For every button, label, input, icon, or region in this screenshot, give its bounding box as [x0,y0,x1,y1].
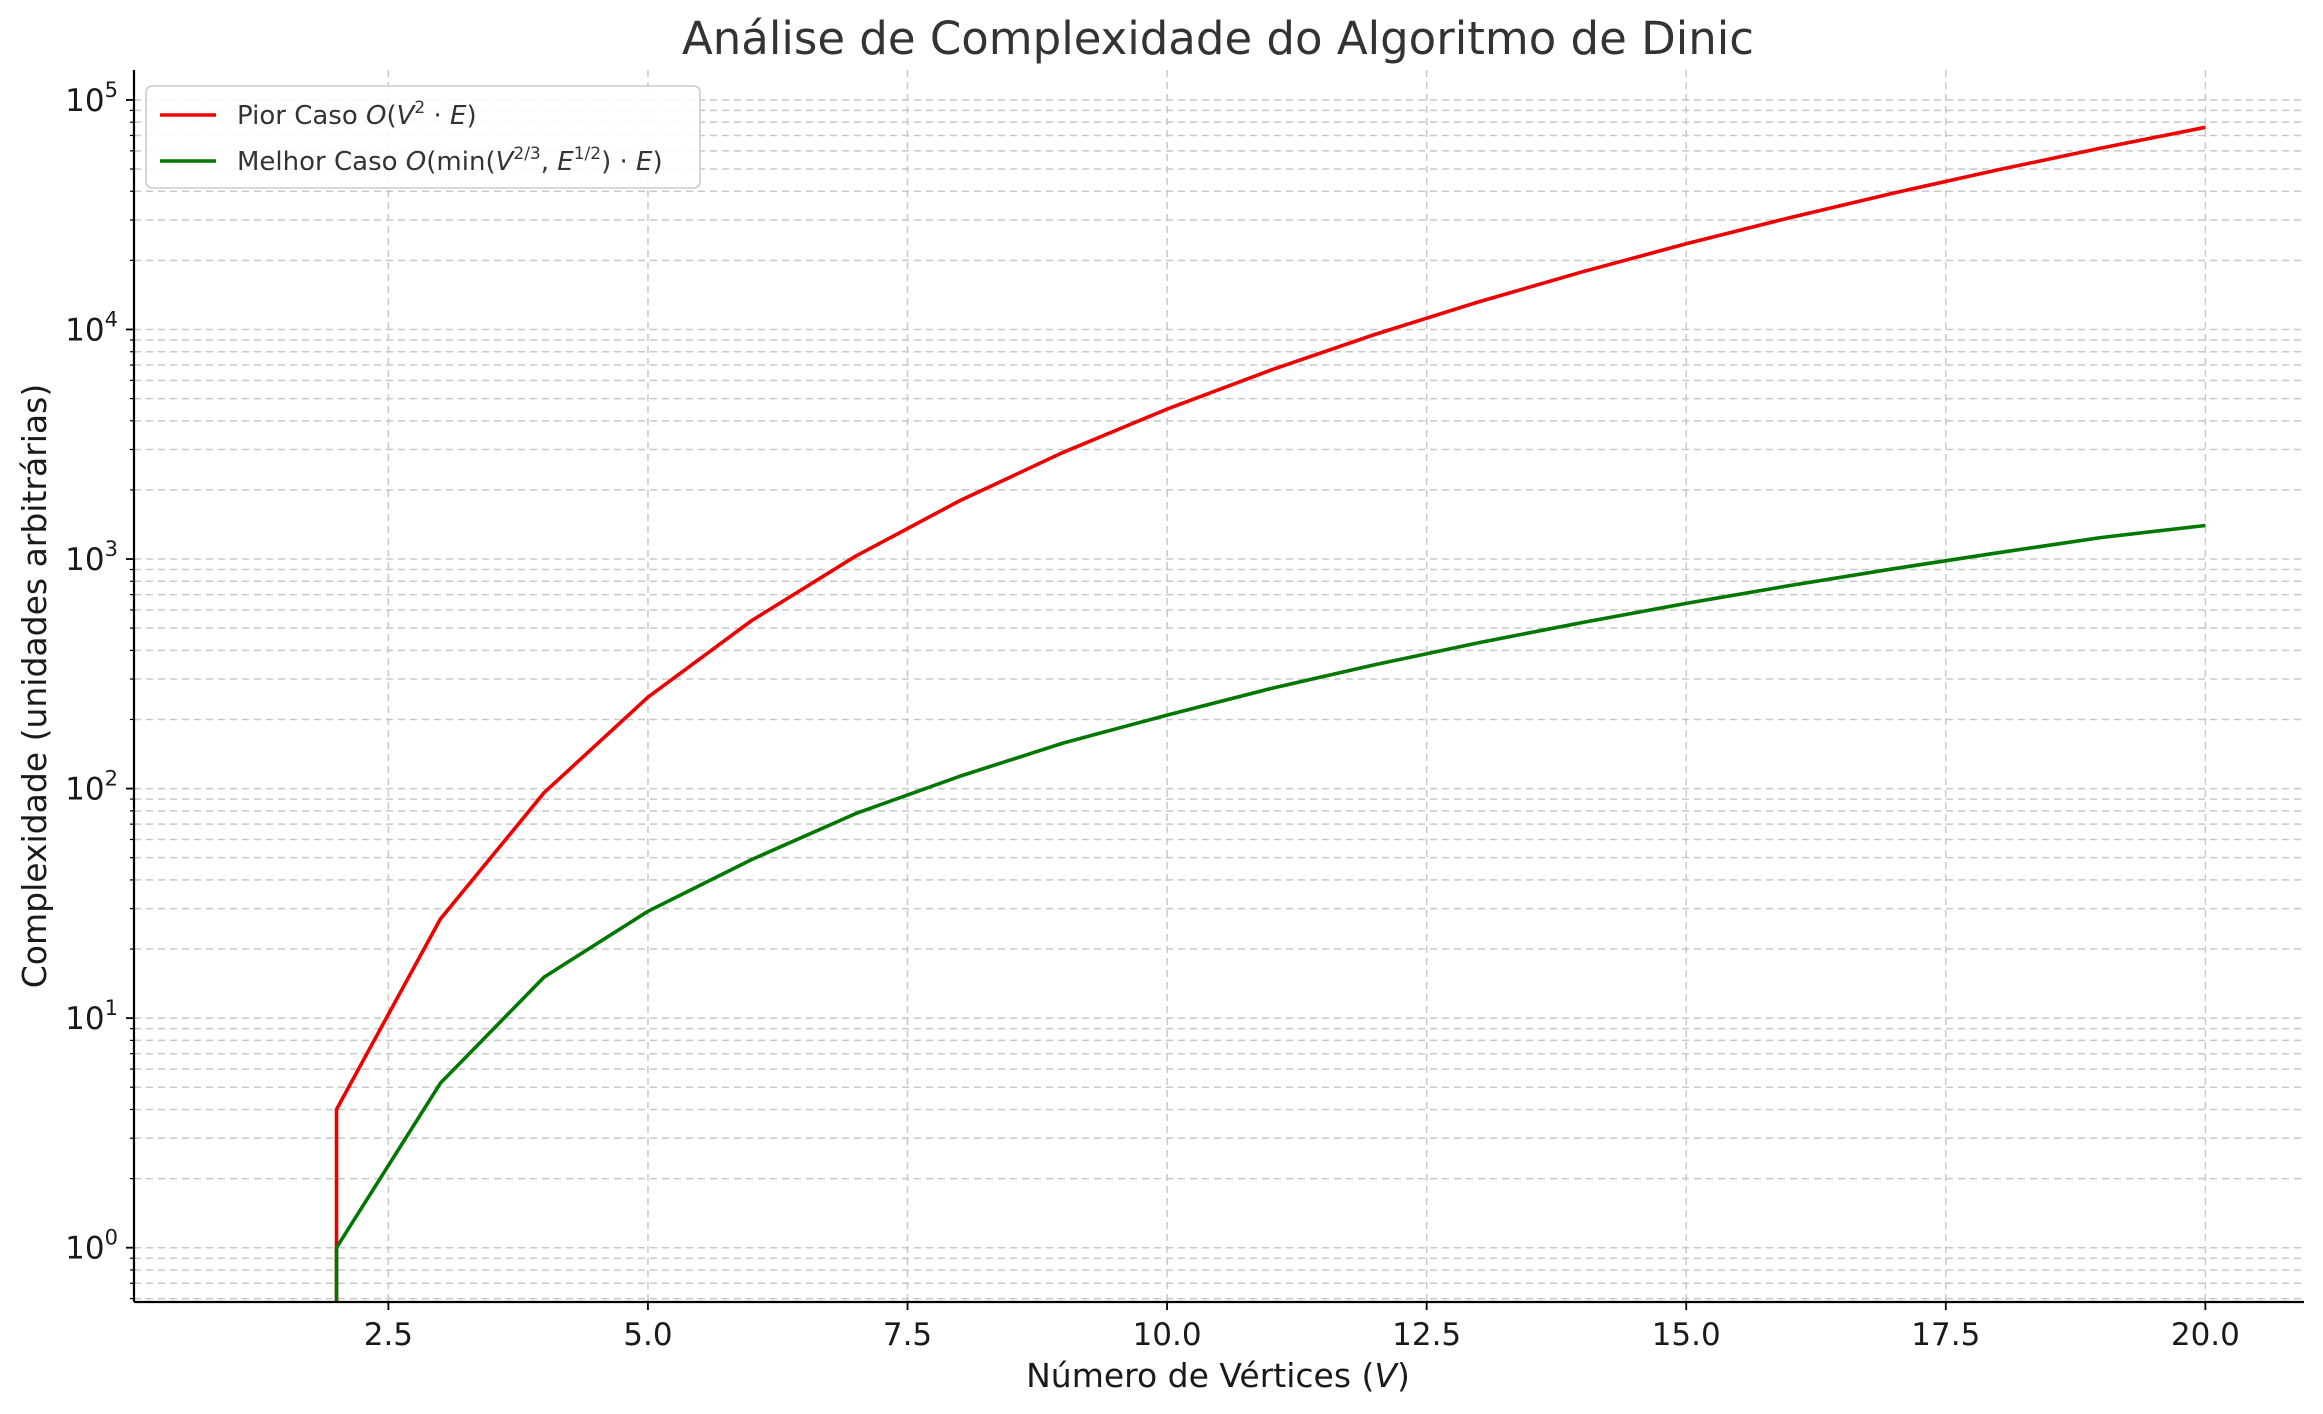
grid [134,70,2304,1302]
legend-label-pior-caso: Pior Caso O(V2 · E) [237,98,477,131]
x-tick-label: 12.5 [1392,1317,1461,1353]
axes [132,70,2304,1304]
y-tick-label: 104 [65,307,118,348]
x-tick-label: 17.5 [1911,1317,1980,1353]
x-tick-label: 15.0 [1652,1317,1721,1353]
series-layer [334,125,2206,1302]
legend: Pior Caso O(V2 · E) Melhor Caso O(min(V2… [145,85,701,189]
series-line-pior-caso [334,125,2206,1302]
x-tick-label: 5.0 [623,1317,672,1353]
x-axis-label: Número de Vértices (V) [1026,1356,1410,1395]
y-tick-label: 101 [65,996,118,1037]
legend-label-melhor-caso: Melhor Caso O(min(V2/3, E1/2) · E) [237,144,663,177]
legend-box [145,85,701,189]
y-tick-label: 102 [65,767,118,808]
y-tick-label: 100 [65,1226,118,1267]
ticks: 2.5 5.0 7.5 10.0 12.5 15.0 17.5 20.0 100 101 102 10… [65,78,2240,1353]
chart-title: Análise de Complexidade do Algoritmo de … [682,12,1754,65]
y-axis-label: Complexidade (unidades arbitrárias) [15,384,54,988]
x-tick-label: 2.5 [364,1317,413,1353]
x-tick-label: 7.5 [883,1317,932,1353]
y-tick-label: 105 [65,78,118,119]
y-tick-label: 103 [65,537,118,578]
x-tick-label: 20.0 [2171,1317,2240,1353]
series-line-melhor-caso [334,523,2206,1302]
x-tick-label: 10.0 [1133,1317,1202,1353]
